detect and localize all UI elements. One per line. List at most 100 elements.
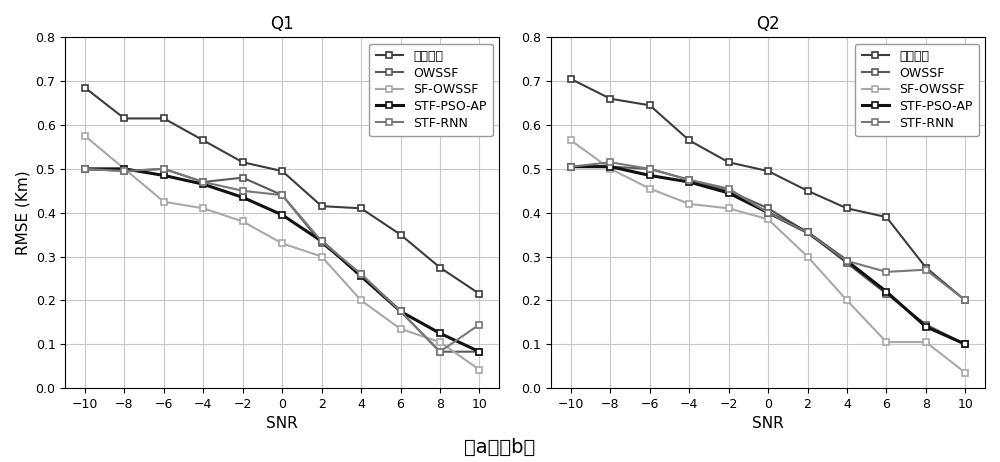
OWSSF [473, 349, 485, 354]
SF-OWSSF [118, 166, 130, 172]
两步定位 [118, 116, 130, 121]
Line: STF-PSO-AP: STF-PSO-AP [567, 163, 969, 348]
OWSSF [158, 166, 170, 172]
两步定位 [644, 103, 656, 108]
两步定位 [197, 138, 209, 143]
STF-PSO-AP [880, 289, 892, 294]
SF-OWSSF [880, 339, 892, 345]
两步定位 [79, 85, 91, 91]
Y-axis label: RMSE (Km): RMSE (Km) [15, 170, 30, 255]
STF-RNN [434, 349, 446, 354]
OWSSF [762, 206, 774, 211]
Line: 两步定位: 两步定位 [82, 84, 483, 297]
STF-RNN [841, 258, 853, 264]
OWSSF [276, 192, 288, 198]
OWSSF [723, 188, 735, 194]
两步定位 [158, 116, 170, 121]
SF-OWSSF [473, 367, 485, 372]
两步定位 [316, 203, 328, 209]
SF-OWSSF [723, 206, 735, 211]
两步定位 [565, 76, 577, 82]
X-axis label: SNR: SNR [752, 416, 784, 432]
SF-OWSSF [276, 241, 288, 246]
STF-PSO-AP [762, 210, 774, 215]
SF-OWSSF [683, 201, 695, 207]
两步定位 [762, 168, 774, 174]
STF-PSO-AP [197, 182, 209, 187]
Title: Q1: Q1 [270, 15, 294, 33]
Line: STF-RNN: STF-RNN [567, 159, 969, 304]
OWSSF [604, 164, 616, 170]
STF-PSO-AP [276, 212, 288, 218]
STF-RNN [880, 269, 892, 275]
STF-PSO-AP [565, 164, 577, 170]
STF-RNN [644, 166, 656, 172]
OWSSF [920, 322, 932, 327]
SF-OWSSF [644, 186, 656, 191]
两步定位 [395, 232, 407, 237]
SF-OWSSF [959, 370, 971, 376]
SF-OWSSF [802, 254, 814, 259]
SF-OWSSF [920, 339, 932, 345]
STF-PSO-AP [959, 341, 971, 347]
SF-OWSSF [237, 219, 249, 224]
SF-OWSSF [355, 298, 367, 303]
STF-RNN [197, 179, 209, 185]
SF-OWSSF [841, 298, 853, 303]
Line: STF-PSO-AP: STF-PSO-AP [82, 165, 483, 355]
STF-PSO-AP [644, 173, 656, 178]
两步定位 [276, 168, 288, 174]
STF-RNN [237, 188, 249, 194]
STF-PSO-AP [118, 166, 130, 172]
两步定位 [604, 96, 616, 102]
Line: SF-OWSSF: SF-OWSSF [567, 137, 969, 376]
OWSSF [395, 309, 407, 314]
STF-RNN [158, 166, 170, 172]
STF-PSO-AP [355, 274, 367, 279]
STF-RNN [723, 186, 735, 191]
Line: OWSSF: OWSSF [82, 165, 483, 355]
STF-PSO-AP [316, 238, 328, 244]
STF-RNN [762, 210, 774, 215]
STF-PSO-AP [683, 179, 695, 185]
SF-OWSSF [762, 217, 774, 222]
STF-RNN [473, 322, 485, 327]
STF-RNN [355, 271, 367, 277]
STF-PSO-AP [395, 309, 407, 314]
STF-PSO-AP [604, 164, 616, 170]
OWSSF [841, 261, 853, 266]
STF-RNN [276, 192, 288, 198]
OWSSF [316, 241, 328, 246]
两步定位 [723, 159, 735, 165]
STF-RNN [683, 177, 695, 182]
两步定位 [920, 265, 932, 270]
OWSSF [355, 271, 367, 277]
STF-PSO-AP [79, 166, 91, 172]
两步定位 [473, 291, 485, 297]
SF-OWSSF [565, 138, 577, 143]
STF-RNN [565, 164, 577, 170]
STF-RNN [395, 309, 407, 314]
SF-OWSSF [604, 166, 616, 172]
STF-PSO-AP [723, 190, 735, 196]
Line: SF-OWSSF: SF-OWSSF [82, 133, 483, 373]
STF-RNN [316, 238, 328, 244]
STF-PSO-AP [920, 324, 932, 329]
X-axis label: SNR: SNR [266, 416, 298, 432]
OWSSF [683, 177, 695, 182]
OWSSF [959, 341, 971, 347]
两步定位 [959, 298, 971, 303]
STF-RNN [802, 230, 814, 235]
两步定位 [434, 265, 446, 270]
STF-PSO-AP [802, 230, 814, 235]
SF-OWSSF [316, 254, 328, 259]
两步定位 [237, 159, 249, 165]
OWSSF [237, 175, 249, 180]
SF-OWSSF [395, 326, 407, 332]
SF-OWSSF [79, 133, 91, 139]
STF-PSO-AP [158, 173, 170, 178]
两步定位 [880, 214, 892, 220]
STF-PSO-AP [841, 258, 853, 264]
OWSSF [197, 179, 209, 185]
Title: Q2: Q2 [756, 15, 780, 33]
